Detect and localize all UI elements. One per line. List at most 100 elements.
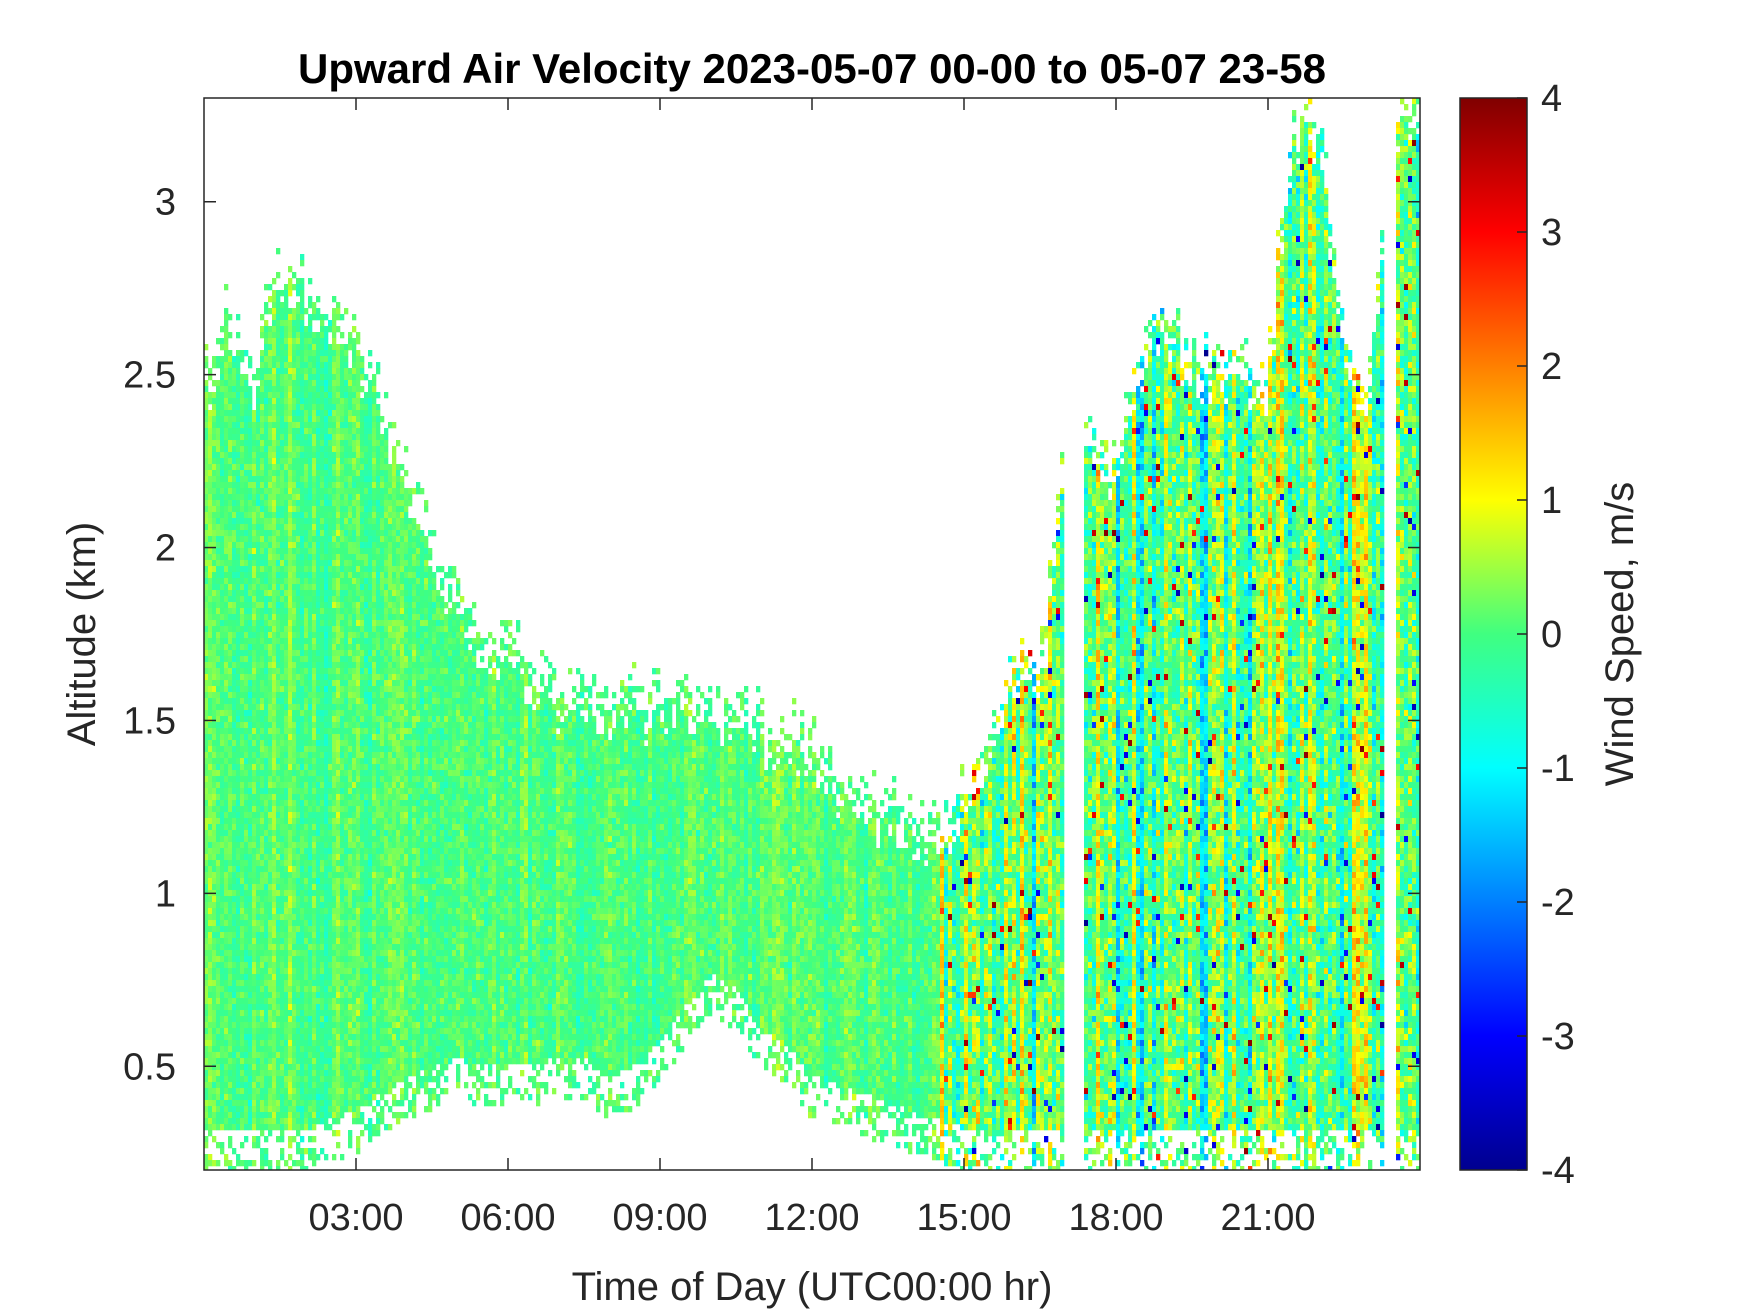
heatmap-cell	[260, 1064, 265, 1071]
heatmap-cell	[308, 386, 313, 393]
heatmap-cell	[208, 488, 213, 495]
heatmap-cell	[236, 938, 241, 945]
heatmap-cell	[236, 926, 241, 933]
heatmap-cell	[336, 434, 341, 441]
heatmap-cell	[276, 1058, 281, 1065]
heatmap-cell	[248, 998, 253, 1005]
heatmap-cell	[208, 728, 213, 735]
heatmap-cell	[308, 356, 313, 363]
heatmap-cell	[332, 500, 337, 507]
heatmap-cell	[244, 374, 249, 381]
heatmap-cell	[224, 590, 229, 597]
heatmap-cell	[260, 386, 265, 393]
heatmap-cell	[292, 416, 297, 423]
heatmap-cell	[324, 1034, 329, 1041]
heatmap-cell	[236, 500, 241, 507]
heatmap-cell	[348, 908, 353, 915]
heatmap-cell	[268, 1040, 273, 1047]
heatmap-cell	[336, 1004, 341, 1011]
heatmap-cell	[308, 926, 313, 933]
heatmap-cell	[256, 992, 261, 999]
heatmap-cell	[308, 488, 313, 495]
heatmap-cell	[316, 848, 321, 855]
heatmap-cell	[348, 338, 353, 345]
heatmap-cell	[320, 614, 325, 621]
heatmap-cell	[240, 584, 245, 591]
heatmap-cell	[348, 578, 353, 585]
heatmap-cell	[288, 548, 293, 555]
heatmap-cell	[324, 998, 329, 1005]
heatmap-cell	[272, 386, 277, 393]
heatmap-cell	[332, 722, 337, 729]
heatmap-cell	[308, 1094, 313, 1101]
heatmap-cell	[280, 692, 285, 699]
heatmap-cell	[328, 326, 333, 333]
heatmap-cell	[216, 404, 221, 411]
heatmap-cell	[344, 788, 349, 795]
heatmap-cell	[268, 428, 273, 435]
heatmap-cell	[288, 584, 293, 591]
heatmap-cell	[316, 464, 321, 471]
heatmap-cell	[252, 902, 257, 909]
heatmap-cell	[296, 1124, 301, 1131]
heatmap-cell	[216, 1082, 221, 1089]
heatmap-cell	[288, 404, 293, 411]
heatmap-cell	[236, 644, 241, 651]
heatmap-cell	[268, 392, 273, 399]
heatmap-cell	[240, 920, 245, 927]
heatmap-cell	[268, 1046, 273, 1053]
heatmap-cell	[340, 494, 345, 501]
heatmap-cell	[212, 716, 217, 723]
heatmap-cell	[260, 608, 265, 615]
heatmap-cell	[300, 314, 305, 321]
heatmap-cell	[280, 1058, 285, 1065]
heatmap-cell	[268, 482, 273, 489]
heatmap-cell	[340, 422, 345, 429]
heatmap-cell	[224, 644, 229, 651]
heatmap-cell	[216, 1112, 221, 1119]
heatmap-cell	[212, 872, 217, 879]
heatmap-cell	[280, 1016, 285, 1023]
heatmap-cell	[300, 1094, 305, 1101]
heatmap-cell	[208, 734, 213, 741]
heatmap-cell	[348, 446, 353, 453]
heatmap-cell	[212, 1106, 217, 1113]
heatmap-cell	[312, 1016, 317, 1023]
heatmap-cell	[264, 836, 269, 843]
heatmap-cell	[336, 890, 341, 897]
heatmap-cell	[212, 1028, 217, 1035]
heatmap-cell	[232, 530, 237, 537]
heatmap-cell	[212, 440, 217, 447]
heatmap-cell	[288, 692, 293, 699]
heatmap-cell	[252, 416, 257, 423]
heatmap-cell	[344, 950, 349, 957]
heatmap-cell	[288, 1094, 293, 1101]
heatmap-cell	[320, 554, 325, 561]
heatmap-cell	[228, 1040, 233, 1047]
heatmap-cell	[344, 890, 349, 897]
heatmap-cell	[348, 524, 353, 531]
heatmap-cell	[220, 452, 225, 459]
heatmap-cell	[300, 1022, 305, 1029]
heatmap-cell	[268, 530, 273, 537]
heatmap-cell	[244, 1052, 249, 1059]
heatmap-cell	[304, 512, 309, 519]
heatmap-cell	[336, 446, 341, 453]
heatmap-cell	[312, 482, 317, 489]
heatmap-cell	[280, 620, 285, 627]
heatmap-cell	[292, 842, 297, 849]
heatmap-cell	[272, 668, 277, 675]
heatmap-cell	[272, 980, 277, 987]
heatmap-cell	[340, 704, 345, 711]
heatmap-cell	[336, 1118, 341, 1125]
heatmap-cell	[204, 1028, 209, 1035]
heatmap-cell	[208, 1088, 213, 1095]
heatmap-cell	[204, 1010, 209, 1017]
heatmap-cell	[220, 1076, 225, 1083]
heatmap-cell	[220, 818, 225, 825]
heatmap-cell	[228, 926, 233, 933]
heatmap-cell	[220, 830, 225, 837]
heatmap-cell	[296, 938, 301, 945]
heatmap-cell	[224, 500, 229, 507]
heatmap-cell	[336, 410, 341, 417]
